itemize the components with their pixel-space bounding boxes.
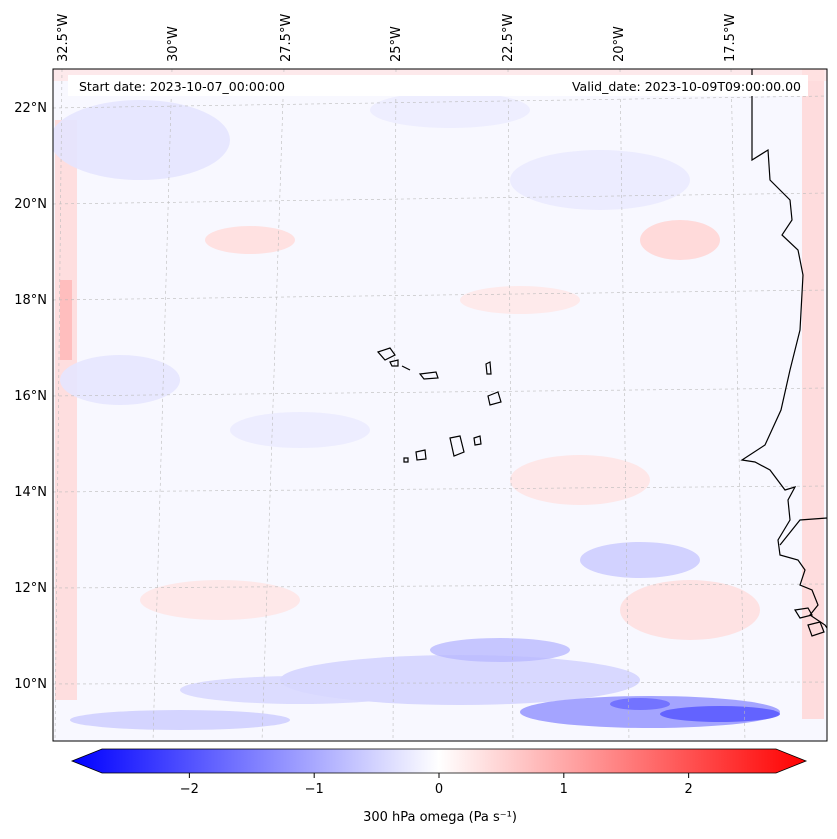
- gridlines: [53, 69, 827, 741]
- colorbar-tick-label: 0: [435, 782, 443, 797]
- colorbar-label: 300 hPa omega (Pa s⁻¹): [363, 810, 517, 825]
- lon-label: 30°W: [166, 26, 181, 62]
- longitude-labels: 32.5°W 30°W 27.5°W 25°W 22.5°W 20°W 17.5…: [56, 14, 738, 62]
- lat-label: 18°N: [14, 293, 47, 308]
- lat-label: 16°N: [14, 389, 47, 404]
- colorbar-tick-label: −2: [180, 782, 199, 797]
- lat-label: 12°N: [14, 581, 47, 596]
- colorbar-tick-label: 1: [560, 782, 568, 797]
- colorbar-scale: [70, 748, 808, 774]
- africa-coastline: [740, 69, 827, 629]
- lon-label: 17.5°W: [723, 14, 738, 62]
- lat-label: 14°N: [14, 485, 47, 500]
- valid-date-label: Valid_date: 2023-10-09T09:00:00.00: [572, 79, 801, 94]
- east-boundary-strip: [802, 69, 824, 719]
- latitude-labels: 22°N 20°N 18°N 16°N 14°N 12°N 10°N: [14, 101, 47, 692]
- start-date-label: Start date: 2023-10-07_00:00:00: [79, 79, 285, 94]
- colorbar-tick-label: 2: [684, 782, 692, 797]
- colorbar-tick-label: −1: [305, 782, 324, 797]
- lat-label: 20°N: [14, 197, 47, 212]
- coastlines: [376, 69, 827, 637]
- lon-label: 32.5°W: [56, 14, 71, 62]
- cape-verde-islands: [376, 347, 396, 361]
- lon-label: 27.5°W: [279, 14, 294, 62]
- colorbar: −2 −1 0 1 2 300 hPa omega (Pa s⁻¹): [70, 748, 808, 825]
- lat-label: 10°N: [14, 677, 47, 692]
- lon-label: 20°W: [612, 26, 627, 62]
- omega-field: [53, 69, 827, 730]
- west-boundary-strip: [55, 120, 77, 700]
- lon-label: 22.5°W: [501, 14, 516, 62]
- lon-label: 25°W: [389, 26, 404, 62]
- lat-label: 22°N: [14, 101, 47, 116]
